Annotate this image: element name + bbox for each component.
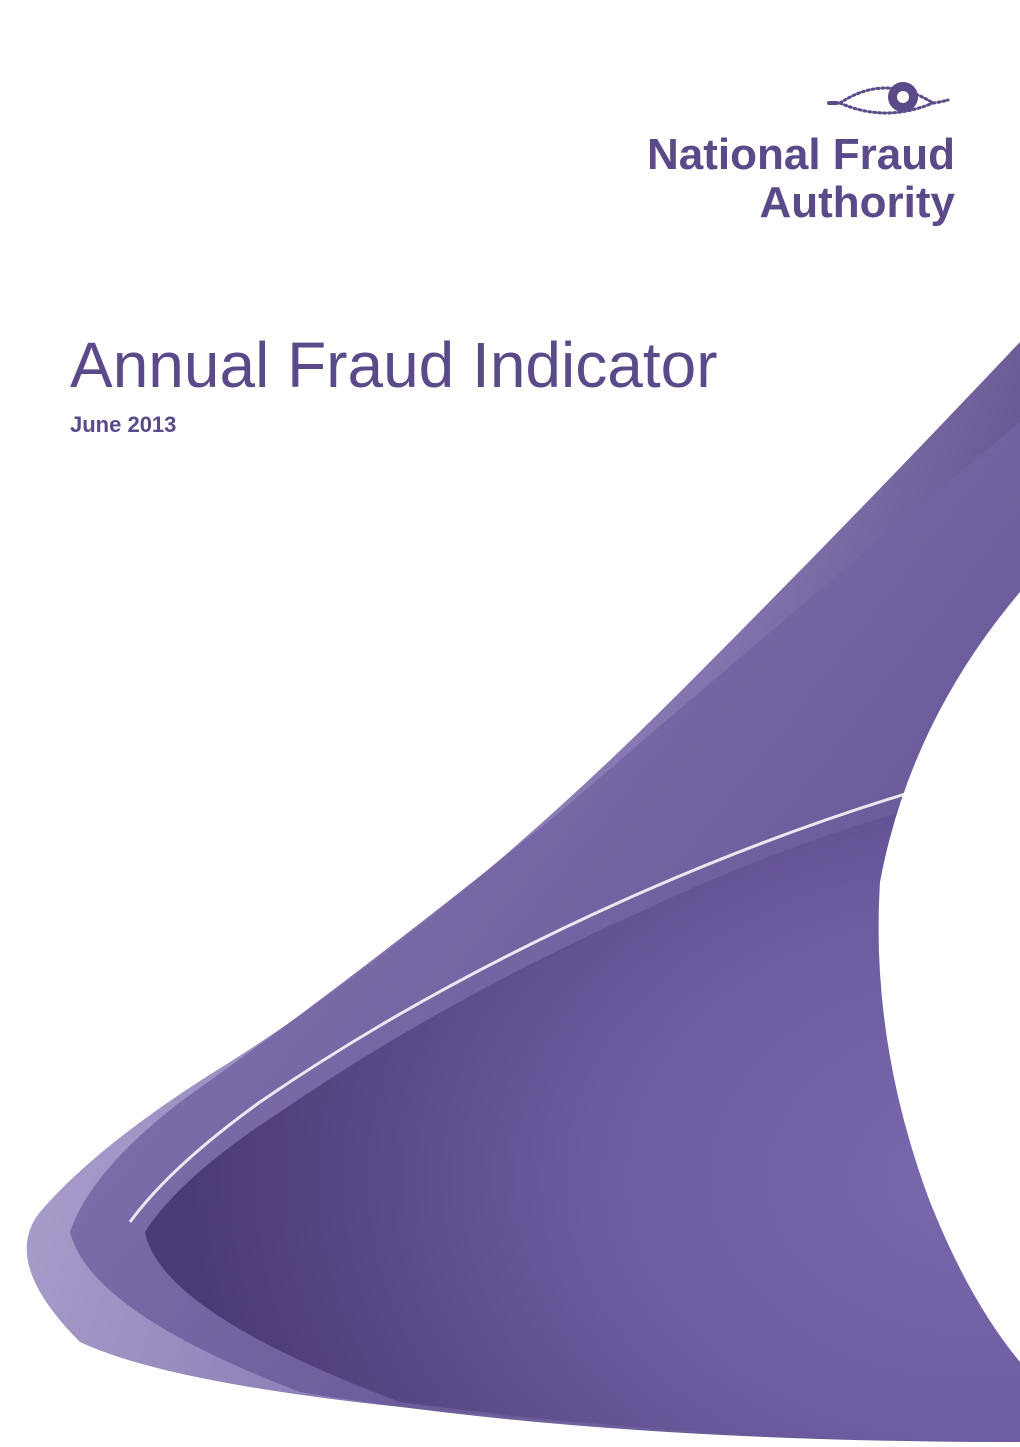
logo-text: National Fraud Authority bbox=[647, 131, 955, 228]
logo-line-1: National Fraud bbox=[647, 131, 955, 179]
decorative-swoosh bbox=[0, 342, 1020, 1442]
logo-container: National Fraud Authority bbox=[647, 65, 955, 228]
document-title: Annual Fraud Indicator bbox=[70, 328, 718, 402]
eye-icon bbox=[647, 65, 955, 123]
logo-line-2: Authority bbox=[647, 179, 955, 227]
document-subtitle: June 2013 bbox=[70, 412, 176, 438]
